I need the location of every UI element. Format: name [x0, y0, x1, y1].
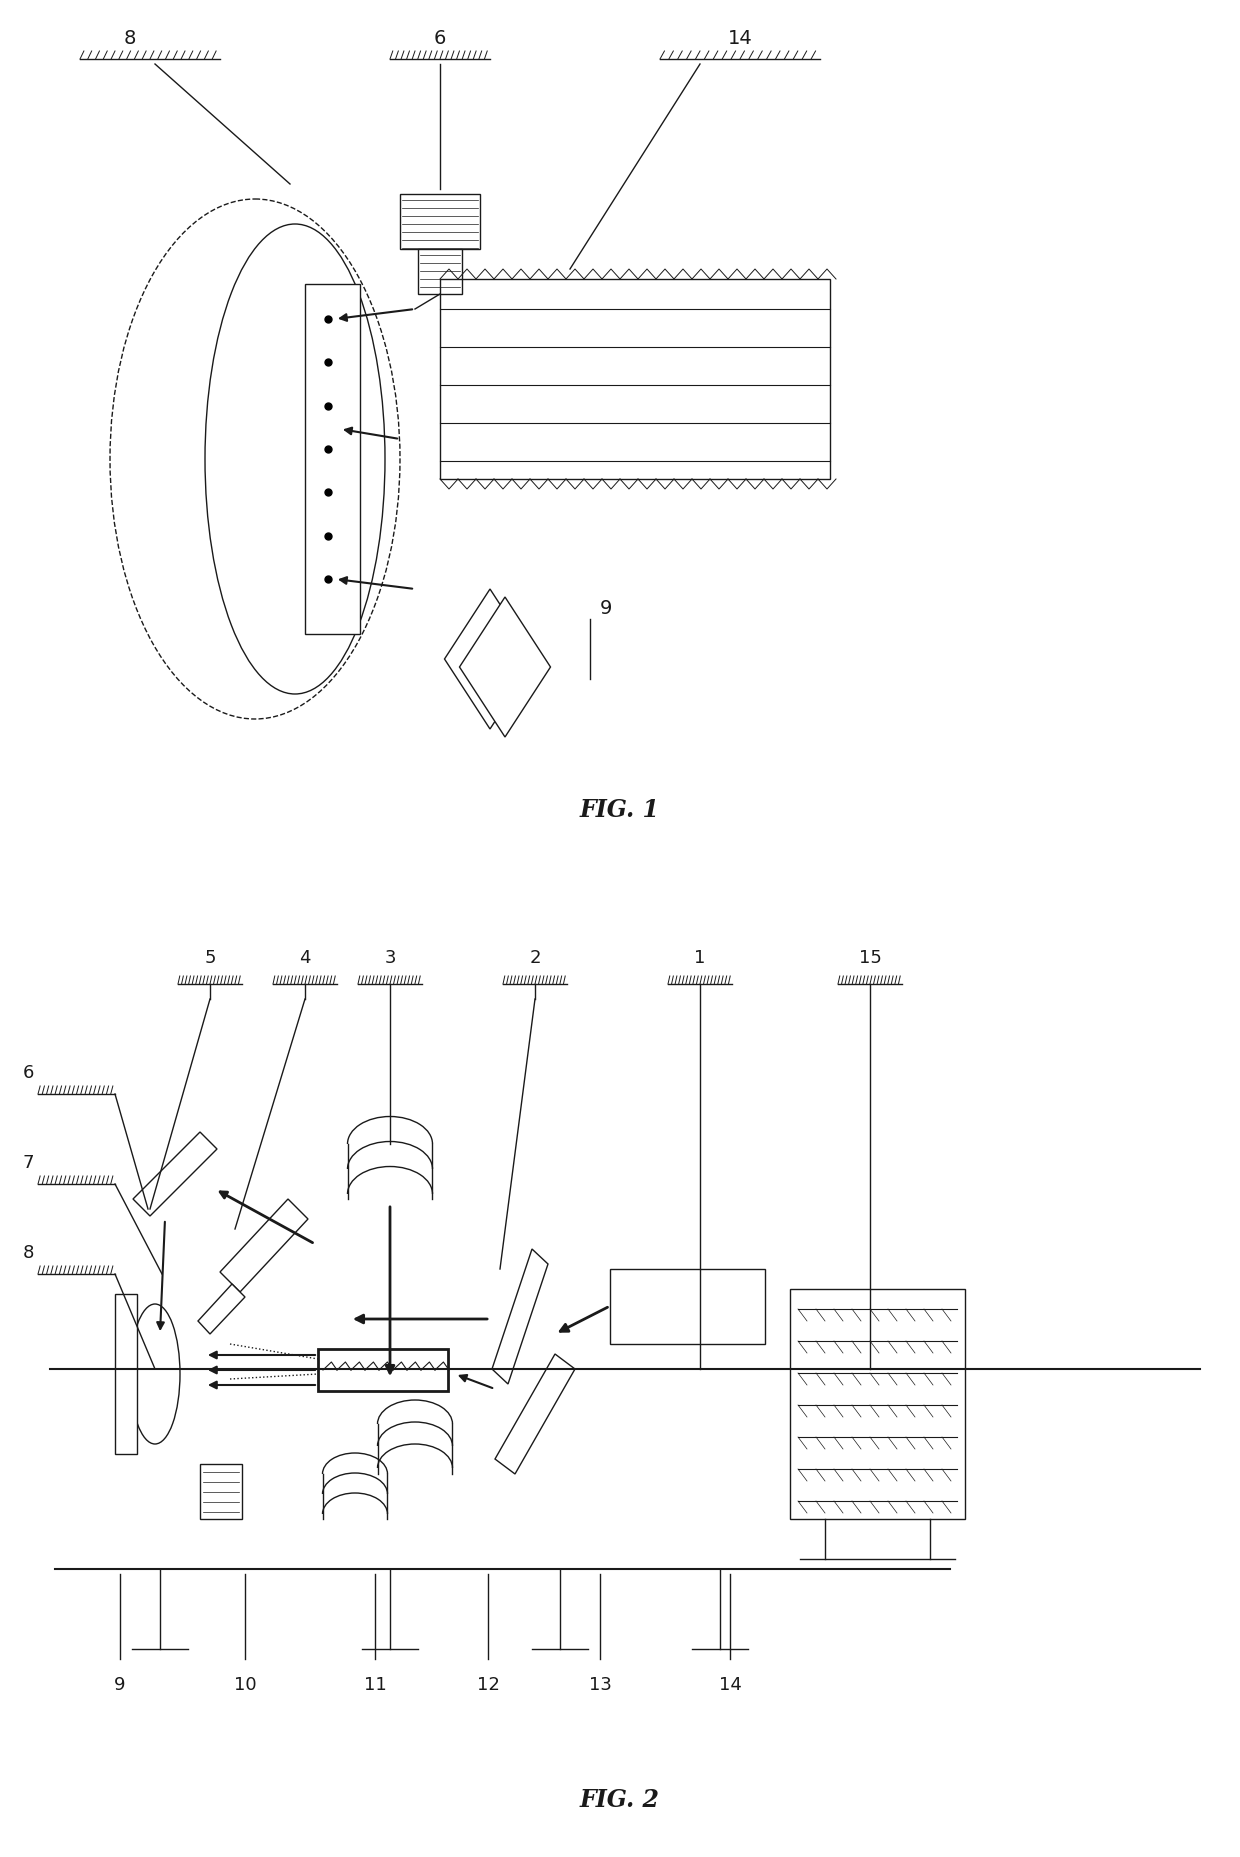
- Polygon shape: [460, 598, 551, 737]
- Text: 7: 7: [22, 1153, 33, 1172]
- Text: 14: 14: [718, 1675, 742, 1694]
- Polygon shape: [198, 1285, 246, 1335]
- Text: 4: 4: [299, 949, 311, 966]
- Text: 15: 15: [858, 949, 882, 966]
- Polygon shape: [133, 1133, 217, 1216]
- Polygon shape: [495, 1354, 575, 1474]
- Polygon shape: [492, 1250, 548, 1383]
- Text: 11: 11: [363, 1675, 387, 1694]
- Ellipse shape: [205, 225, 384, 695]
- Bar: [305, 284, 360, 635]
- Text: 12: 12: [476, 1675, 500, 1694]
- Bar: [200, 1463, 242, 1519]
- Bar: [790, 1289, 965, 1519]
- Text: 8: 8: [124, 28, 136, 48]
- Text: 9: 9: [114, 1675, 125, 1694]
- Text: 14: 14: [728, 28, 753, 48]
- Bar: [115, 1294, 136, 1454]
- Text: 8: 8: [22, 1244, 33, 1261]
- Text: 13: 13: [589, 1675, 611, 1694]
- Polygon shape: [444, 591, 536, 730]
- Polygon shape: [219, 1200, 308, 1292]
- Text: 6: 6: [434, 28, 446, 48]
- Text: FIG. 2: FIG. 2: [580, 1786, 660, 1811]
- Text: 6: 6: [22, 1064, 33, 1081]
- Ellipse shape: [130, 1304, 180, 1445]
- Text: FIG. 1: FIG. 1: [580, 797, 660, 821]
- Bar: [610, 1270, 765, 1344]
- Text: 10: 10: [233, 1675, 257, 1694]
- Text: 2: 2: [529, 949, 541, 966]
- Text: 3: 3: [384, 949, 396, 966]
- Text: 1: 1: [694, 949, 706, 966]
- Bar: [418, 251, 463, 295]
- Text: 5: 5: [205, 949, 216, 966]
- Bar: [440, 280, 830, 479]
- Text: 9: 9: [600, 598, 613, 617]
- Bar: [317, 1350, 448, 1391]
- Bar: [401, 195, 480, 251]
